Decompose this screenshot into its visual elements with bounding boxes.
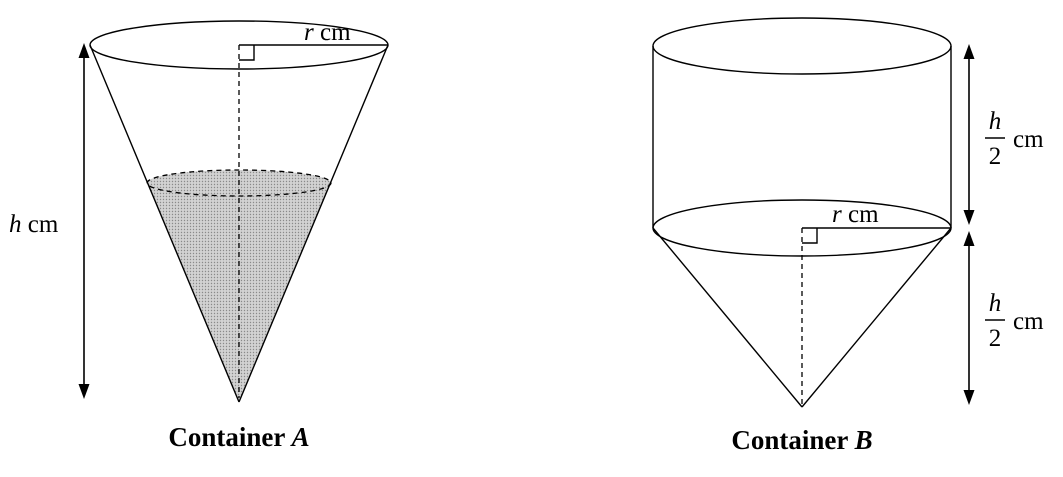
container-a-radius-label: r cm	[304, 19, 351, 46]
svg-text:2: 2	[989, 143, 1002, 170]
container-b-upper-arrowhead-bottom	[963, 210, 975, 225]
container-a: r cm h cm Container A	[9, 19, 389, 452]
container-a-left-side	[89, 44, 240, 403]
container-a-height-label: h cm	[9, 211, 59, 238]
container-b-lower-arrowhead-top	[963, 231, 975, 246]
container-b-top-rim	[652, 17, 952, 75]
container-b-cone-right	[801, 227, 952, 408]
svg-text:2: 2	[989, 325, 1002, 352]
container-b-upper-height-label: h 2 cm	[985, 108, 1044, 170]
container-b-upper-arrowhead-top	[963, 44, 975, 59]
container-a-caption: Container A	[168, 422, 309, 452]
svg-text:cm: cm	[1013, 308, 1044, 335]
container-a-right-side	[238, 44, 389, 403]
svg-text:h: h	[989, 108, 1002, 135]
container-b: r cm h 2 cm h 2 cm Container B	[652, 17, 1044, 455]
svg-text:cm: cm	[1013, 126, 1044, 153]
container-a-height-arrowhead-bottom	[78, 384, 90, 399]
container-b-lower-height-label: h 2 cm	[985, 290, 1044, 352]
svg-text:h: h	[989, 290, 1002, 317]
container-b-lower-arrowhead-bottom	[963, 390, 975, 405]
container-b-cone-left	[652, 227, 803, 408]
container-a-right-angle-mark	[239, 45, 255, 61]
container-a-height-arrowhead-top	[78, 43, 90, 58]
container-b-caption: Container B	[731, 425, 872, 455]
container-b-radius-label: r cm	[832, 201, 879, 228]
container-b-right-angle-mark	[802, 228, 818, 244]
